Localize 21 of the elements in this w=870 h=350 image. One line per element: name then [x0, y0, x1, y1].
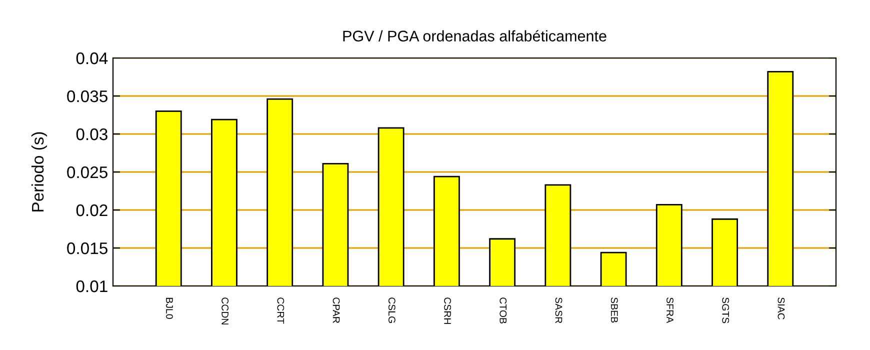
- y-tick-label: 0.03: [76, 128, 108, 140]
- x-tick-label: CPAR: [332, 298, 340, 323]
- x-tick-label: CSRH: [444, 298, 451, 324]
- x-tick-label: SGTS: [722, 298, 730, 324]
- x-tick-label: SBEB: [610, 298, 618, 323]
- y-tick-label: 0.035: [67, 90, 108, 102]
- y-tick-label: 0.025: [67, 166, 108, 178]
- x-tick-label: CCRT: [277, 298, 284, 324]
- y-tick-label: 0.04: [76, 52, 108, 64]
- x-tick-label: CSLG: [388, 298, 396, 323]
- chart-title: PGV / PGA ordenadas alfabéticamente: [343, 30, 606, 42]
- x-tick-label: SIAC: [778, 298, 785, 320]
- x-tick-label: CTOB: [500, 298, 507, 324]
- y-tick-label: 0.02: [76, 204, 108, 216]
- x-tick-label: SFRA: [666, 298, 674, 324]
- x-tick-label: CCDN: [222, 298, 229, 324]
- x-tick-label: SASR: [555, 298, 562, 324]
- y-tick-label: 0.015: [67, 242, 108, 254]
- x-tick-label: BJL0: [166, 298, 173, 319]
- y-axis-title: Periodo (s): [31, 132, 47, 212]
- y-tick-label: 0.01: [76, 280, 108, 292]
